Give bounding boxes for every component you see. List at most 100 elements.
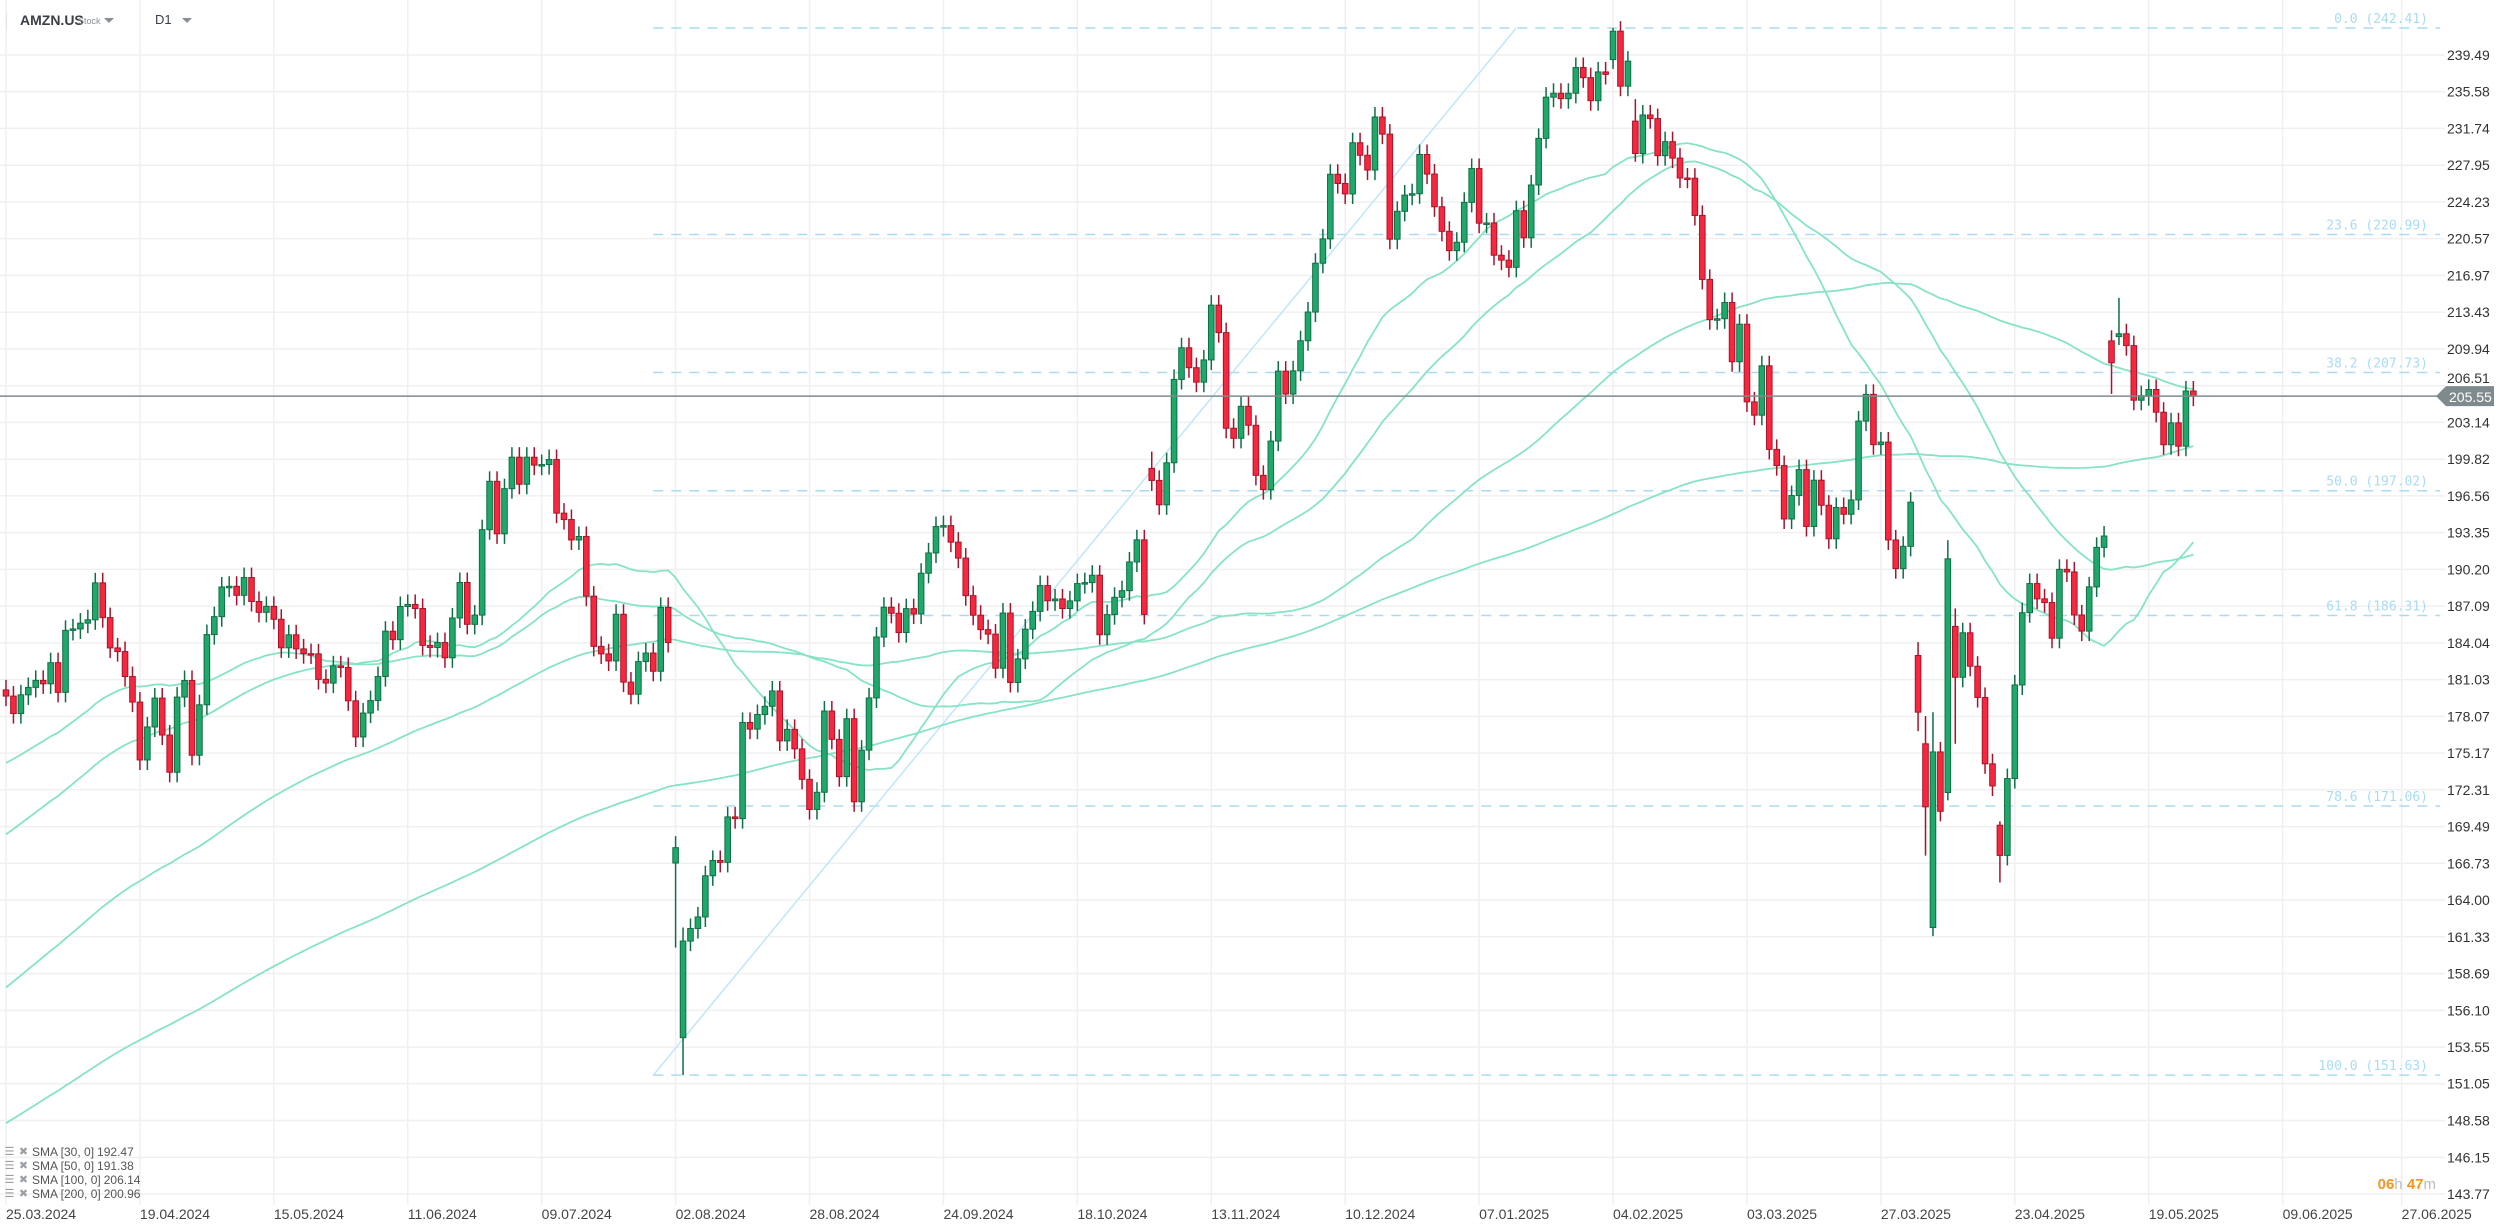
candle[interactable] [813, 782, 821, 820]
candle[interactable] [1899, 536, 1907, 579]
candle[interactable] [1810, 470, 1818, 537]
candle[interactable] [1542, 87, 1550, 149]
candle[interactable] [1230, 418, 1237, 449]
candle[interactable] [322, 669, 330, 694]
candle[interactable] [1200, 349, 1208, 393]
candle[interactable] [880, 597, 888, 648]
candle[interactable] [1066, 590, 1074, 619]
candle[interactable] [850, 708, 858, 812]
candle[interactable] [1111, 587, 1118, 625]
candle[interactable] [1349, 132, 1356, 204]
candle[interactable] [605, 643, 612, 672]
candle[interactable] [523, 447, 531, 495]
candle[interactable] [1453, 232, 1461, 261]
candle[interactable] [1557, 83, 1565, 109]
candle[interactable] [181, 670, 188, 708]
candle[interactable] [54, 652, 62, 703]
candle[interactable] [337, 655, 345, 678]
candle[interactable] [1780, 455, 1788, 530]
candle[interactable] [359, 703, 367, 748]
candle[interactable] [62, 620, 69, 703]
candle[interactable] [1185, 337, 1193, 378]
candle[interactable] [1446, 221, 1453, 261]
candle[interactable] [1170, 369, 1178, 473]
candle[interactable] [411, 594, 419, 619]
candle[interactable] [1319, 228, 1327, 274]
candle[interactable] [151, 688, 159, 738]
candle[interactable] [77, 613, 84, 639]
candle[interactable] [940, 515, 947, 537]
candle[interactable] [746, 712, 754, 740]
settings-lines-icon[interactable]: ☰ [4, 1160, 15, 1172]
candle[interactable] [2011, 674, 2019, 789]
candle[interactable] [888, 597, 895, 624]
candle[interactable] [1096, 565, 1103, 645]
candle[interactable] [1408, 183, 1416, 206]
candle[interactable] [1014, 648, 1022, 693]
candle[interactable] [1721, 292, 1728, 329]
sma-line-50[interactable] [5, 160, 2194, 836]
candle[interactable] [917, 563, 925, 625]
candle[interactable] [397, 596, 404, 650]
candle[interactable] [2048, 592, 2056, 649]
candle[interactable] [1661, 131, 1669, 166]
candle[interactable] [843, 708, 851, 787]
candle[interactable] [211, 606, 218, 645]
candle[interactable] [32, 670, 40, 698]
candle[interactable] [1029, 601, 1037, 640]
symbol-dropdown-icon[interactable] [104, 18, 114, 23]
candle[interactable] [1550, 83, 1557, 108]
candle[interactable] [203, 624, 211, 715]
candle[interactable] [1818, 470, 1825, 516]
candle[interactable] [1297, 330, 1304, 381]
candle[interactable] [932, 516, 940, 564]
candle[interactable] [1356, 132, 1364, 166]
candle[interactable] [1215, 295, 1223, 343]
candle[interactable] [769, 680, 776, 717]
candle[interactable] [702, 865, 709, 928]
candle[interactable] [865, 687, 873, 761]
candle[interactable] [575, 526, 583, 551]
timeframe-selector[interactable]: D1 [155, 12, 172, 27]
candle[interactable] [1475, 158, 1483, 234]
candle[interactable] [1855, 411, 1862, 510]
candle[interactable] [1691, 168, 1699, 226]
candle[interactable] [1155, 470, 1163, 515]
candle[interactable] [106, 607, 114, 658]
candle[interactable] [501, 478, 508, 544]
candle[interactable] [828, 701, 836, 750]
candle[interactable] [1468, 158, 1475, 213]
candle[interactable] [1981, 687, 1989, 774]
candle[interactable] [694, 906, 702, 939]
candle[interactable] [1832, 497, 1840, 549]
candle[interactable] [1081, 572, 1089, 594]
candle[interactable] [649, 643, 657, 682]
candle[interactable] [1133, 529, 1141, 573]
candle[interactable] [1602, 61, 1609, 85]
candle[interactable] [471, 605, 479, 635]
settings-lines-icon[interactable]: ☰ [4, 1188, 15, 1200]
candle[interactable] [441, 632, 449, 668]
candle[interactable] [1951, 608, 1959, 744]
candle[interactable] [99, 572, 107, 628]
candle[interactable] [664, 597, 672, 653]
candle[interactable] [821, 701, 828, 803]
candle[interactable] [218, 576, 226, 627]
timeframe-dropdown-icon[interactable] [182, 18, 192, 23]
candle[interactable] [545, 449, 553, 475]
candle[interactable] [687, 918, 694, 952]
candle[interactable] [858, 740, 865, 812]
candle[interactable] [1966, 622, 1974, 677]
candle[interactable] [1036, 575, 1044, 622]
candle[interactable] [2123, 323, 2130, 356]
candle[interactable] [114, 637, 121, 662]
candle[interactable] [136, 692, 144, 771]
candle[interactable] [463, 572, 471, 635]
candle[interactable] [806, 769, 813, 820]
candle[interactable] [39, 670, 47, 694]
candle[interactable] [2145, 379, 2153, 406]
candle[interactable] [25, 677, 32, 705]
candle[interactable] [1274, 361, 1282, 452]
candle[interactable] [233, 576, 240, 606]
candle[interactable] [1103, 604, 1111, 645]
